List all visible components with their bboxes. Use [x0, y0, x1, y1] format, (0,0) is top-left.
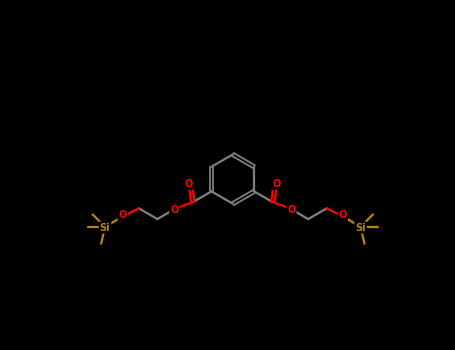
Text: Si: Si [100, 223, 110, 232]
Text: O: O [119, 210, 127, 220]
Text: O: O [273, 179, 281, 189]
Text: O: O [185, 179, 193, 189]
Text: O: O [339, 210, 347, 220]
Text: Si: Si [355, 223, 366, 232]
Text: O: O [170, 205, 178, 215]
Text: O: O [287, 205, 295, 215]
